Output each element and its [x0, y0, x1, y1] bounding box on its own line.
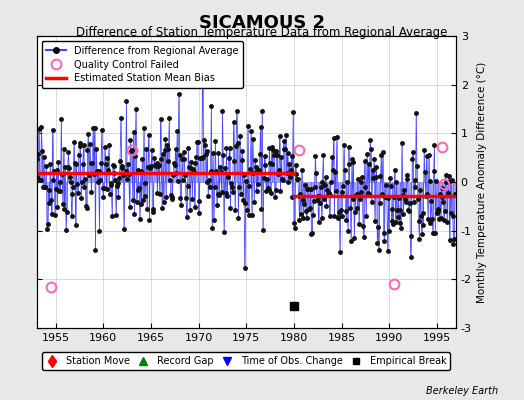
Text: Difference of Station Temperature Data from Regional Average: Difference of Station Temperature Data f…: [77, 26, 447, 39]
Text: Berkeley Earth: Berkeley Earth: [425, 386, 498, 396]
Text: SICAMOUS 2: SICAMOUS 2: [199, 14, 325, 32]
Y-axis label: Monthly Temperature Anomaly Difference (°C): Monthly Temperature Anomaly Difference (…: [477, 61, 487, 303]
Legend: Station Move, Record Gap, Time of Obs. Change, Empirical Break: Station Move, Record Gap, Time of Obs. C…: [42, 352, 450, 370]
